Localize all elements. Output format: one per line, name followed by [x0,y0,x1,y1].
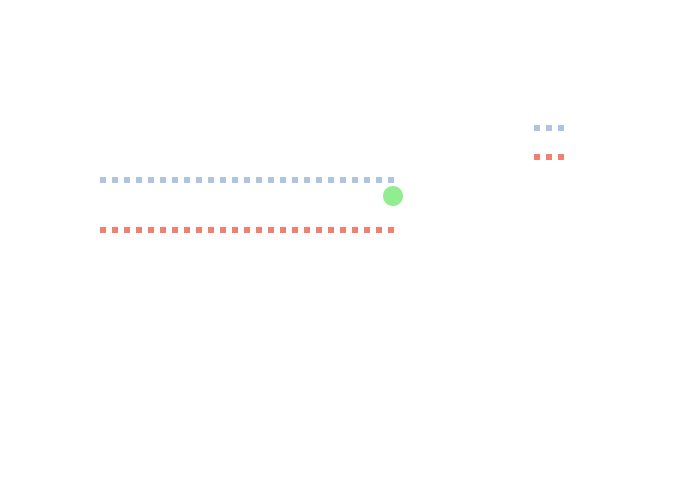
green-dot-marker [383,186,403,206]
legend [534,125,566,160]
